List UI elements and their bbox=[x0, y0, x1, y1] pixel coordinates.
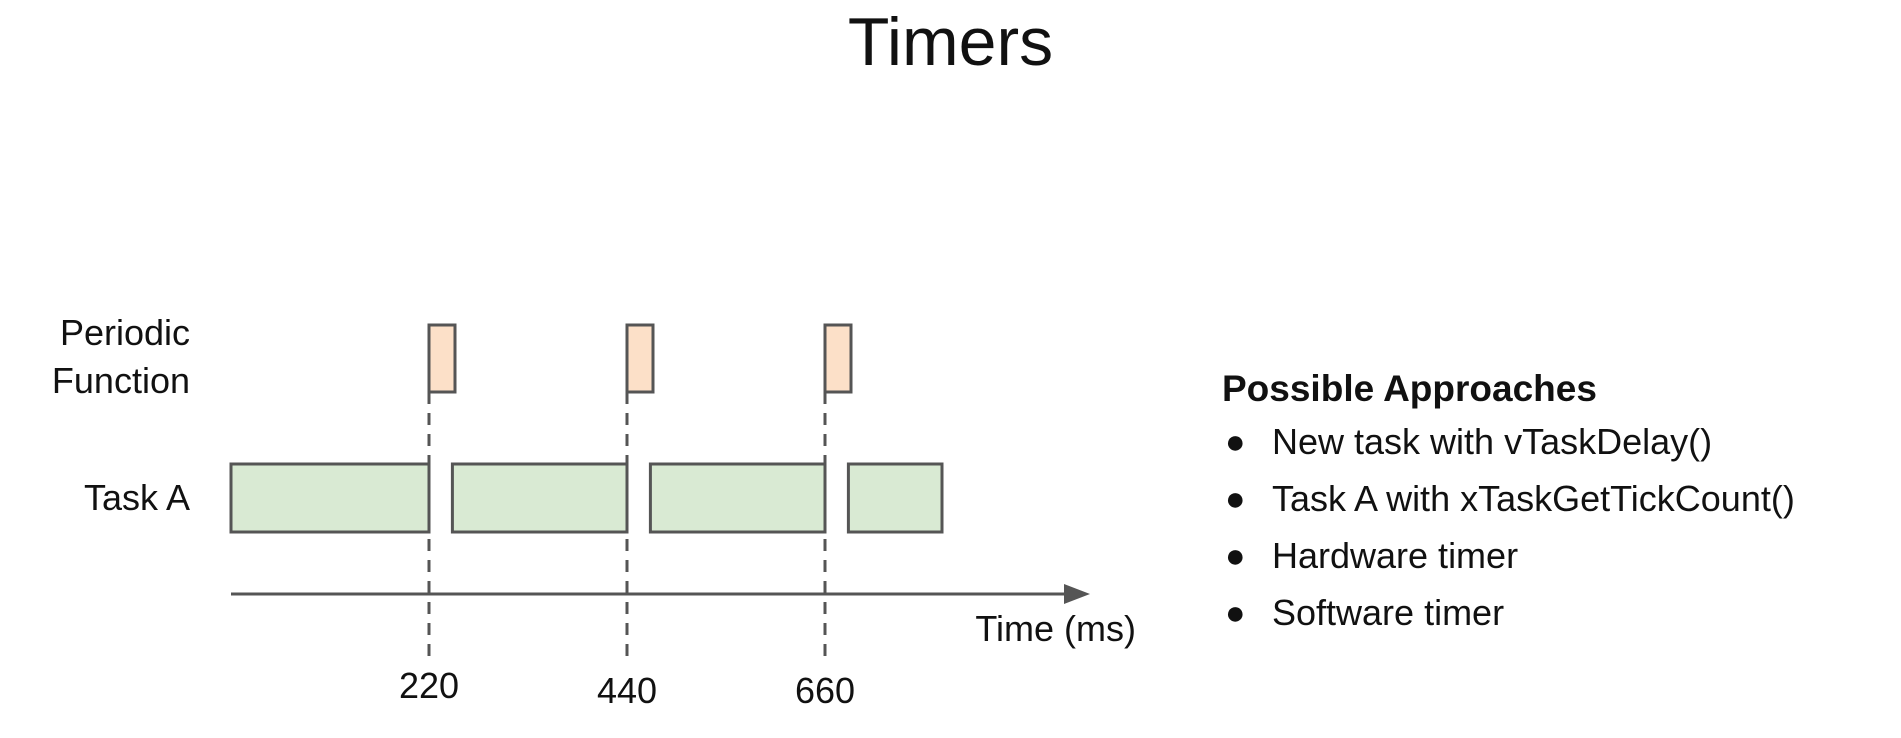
bullet-icon: ● bbox=[1225, 480, 1246, 518]
approaches-list: ● New task with vTaskDelay() ● Task A with… bbox=[1222, 421, 1882, 634]
periodic-function-run bbox=[823, 323, 853, 394]
task-a-segment bbox=[229, 462, 431, 534]
bullet-icon: ● bbox=[1225, 594, 1246, 632]
periodic-function-run bbox=[625, 323, 655, 394]
time-tick-label: 660 bbox=[795, 670, 855, 711]
periodic-function-label-line2: Function bbox=[52, 360, 190, 401]
approach-text: Software timer bbox=[1272, 592, 1505, 633]
approach-text: Task A with xTaskGetTickCount() bbox=[1272, 478, 1795, 519]
time-axis-label: Time (ms) bbox=[975, 608, 1136, 649]
periodic-function-label-line1: Periodic bbox=[60, 312, 190, 353]
time-tick-label: 440 bbox=[597, 670, 657, 711]
approach-item: ● Task A with xTaskGetTickCount() bbox=[1222, 478, 1882, 520]
time-axis-arrowhead bbox=[1064, 584, 1090, 604]
task-a-label: Task A bbox=[84, 477, 190, 518]
bullet-icon: ● bbox=[1225, 537, 1246, 575]
bullet-icon: ● bbox=[1225, 423, 1246, 461]
task-a-segment bbox=[846, 462, 944, 534]
approach-text: New task with vTaskDelay() bbox=[1272, 421, 1713, 462]
approach-item: ● Hardware timer bbox=[1222, 535, 1882, 577]
approaches-heading: Possible Approaches bbox=[1222, 368, 1597, 409]
possible-approaches-panel: Possible Approaches ● New task with vTask… bbox=[1222, 367, 1882, 649]
task-a-segment bbox=[648, 462, 827, 534]
slide-title: Timers bbox=[847, 4, 1054, 80]
time-tick-label: 220 bbox=[399, 665, 459, 706]
approach-item: ● Software timer bbox=[1222, 592, 1882, 634]
task-a-segment bbox=[450, 462, 629, 534]
periodic-function-run bbox=[427, 323, 457, 394]
approach-item: ● New task with vTaskDelay() bbox=[1222, 421, 1882, 463]
approach-text: Hardware timer bbox=[1272, 535, 1519, 576]
